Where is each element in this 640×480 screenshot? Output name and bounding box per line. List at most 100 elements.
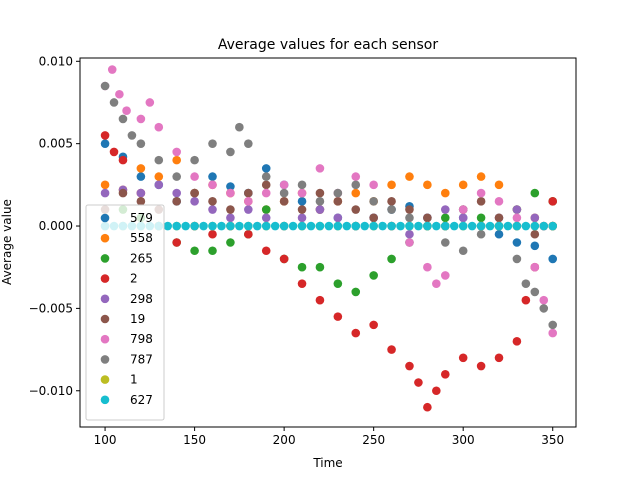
y-tick-label: 0.010 [39, 54, 73, 68]
data-point [235, 221, 244, 231]
data-point [118, 155, 128, 165]
legend-marker [100, 355, 110, 364]
x-tick-label: 350 [541, 433, 564, 447]
data-point [512, 238, 522, 247]
y-axis-title: Average value [0, 199, 14, 285]
data-point [423, 213, 432, 223]
legend-item: 627 [100, 393, 153, 407]
data-point [458, 221, 468, 231]
data-point [244, 229, 253, 239]
legend-item: 19 [100, 312, 145, 326]
data-point [440, 188, 450, 198]
data-point [315, 188, 325, 198]
data-point [100, 188, 110, 198]
data-point [539, 304, 549, 313]
plot-area [100, 65, 558, 412]
data-point [369, 180, 378, 190]
legend-label: 1 [130, 373, 138, 387]
data-point [145, 98, 155, 107]
data-point [118, 114, 128, 124]
data-point [297, 279, 307, 288]
data-point [172, 155, 181, 165]
data-point [387, 254, 396, 264]
data-point [458, 205, 468, 214]
data-point [154, 122, 164, 132]
data-point [226, 147, 235, 157]
data-point [109, 147, 119, 157]
data-point [261, 246, 271, 256]
data-point [297, 262, 307, 272]
legend: 579 558 265 2 298 19 798 787 1 627 [85, 204, 165, 421]
data-point [405, 172, 414, 181]
data-point [539, 221, 549, 231]
data-point [342, 221, 352, 231]
data-point [226, 213, 235, 223]
data-point [181, 221, 190, 231]
data-point [512, 221, 522, 231]
x-tick-label: 150 [183, 433, 206, 447]
legend-label: 19 [130, 312, 145, 326]
data-point [172, 172, 181, 181]
data-point [172, 238, 181, 247]
data-point [100, 81, 110, 91]
legend-label: 2 [130, 272, 138, 286]
data-point [208, 229, 217, 239]
legend-marker [100, 274, 110, 283]
data-point [208, 205, 217, 214]
data-point [440, 369, 450, 379]
data-point [548, 197, 558, 206]
data-point [414, 378, 423, 387]
x-tick-label: 200 [273, 433, 296, 447]
data-point [208, 139, 217, 148]
data-point [387, 221, 396, 231]
data-point [351, 188, 361, 198]
data-point [369, 221, 378, 231]
data-point [351, 287, 361, 297]
data-point [485, 221, 495, 231]
y-tick-label: −0.005 [29, 301, 73, 315]
data-point [512, 213, 522, 223]
data-point [423, 402, 432, 412]
data-point [440, 238, 450, 247]
data-point [297, 205, 307, 214]
data-point [208, 221, 217, 231]
chart-title: Average values for each sensor [218, 37, 438, 53]
data-point [476, 197, 486, 206]
data-point [423, 262, 432, 272]
data-point [261, 213, 271, 223]
data-point [288, 221, 298, 231]
data-point [244, 139, 253, 148]
legend-label: 298 [130, 292, 153, 306]
data-point [414, 221, 423, 231]
data-point [306, 221, 316, 231]
data-point [199, 221, 208, 231]
data-point [521, 295, 531, 305]
data-point [521, 221, 531, 231]
data-point [163, 221, 173, 231]
legend-marker [100, 395, 110, 405]
y-tick-label: −0.010 [29, 384, 73, 398]
data-point [297, 213, 307, 223]
data-point [136, 139, 146, 148]
series-627 [100, 221, 558, 231]
data-point [154, 180, 164, 190]
data-point [226, 221, 235, 231]
data-point [476, 229, 486, 239]
data-point [315, 164, 325, 173]
data-point [279, 197, 289, 206]
data-point [387, 197, 396, 206]
legend-item: 579 [100, 211, 153, 225]
data-point [405, 221, 414, 231]
data-point [432, 221, 441, 231]
legend-item: 558 [100, 231, 153, 245]
data-point [432, 279, 441, 288]
data-point [261, 172, 271, 181]
data-point [315, 197, 325, 206]
data-point [261, 164, 271, 173]
y-axis: −0.010 −0.005 0.000 0.005 0.010 [29, 54, 80, 398]
data-point [172, 221, 181, 231]
legend-label: 579 [130, 211, 153, 225]
data-point [172, 147, 181, 157]
legend-item: 298 [100, 292, 153, 306]
data-point [494, 180, 504, 190]
